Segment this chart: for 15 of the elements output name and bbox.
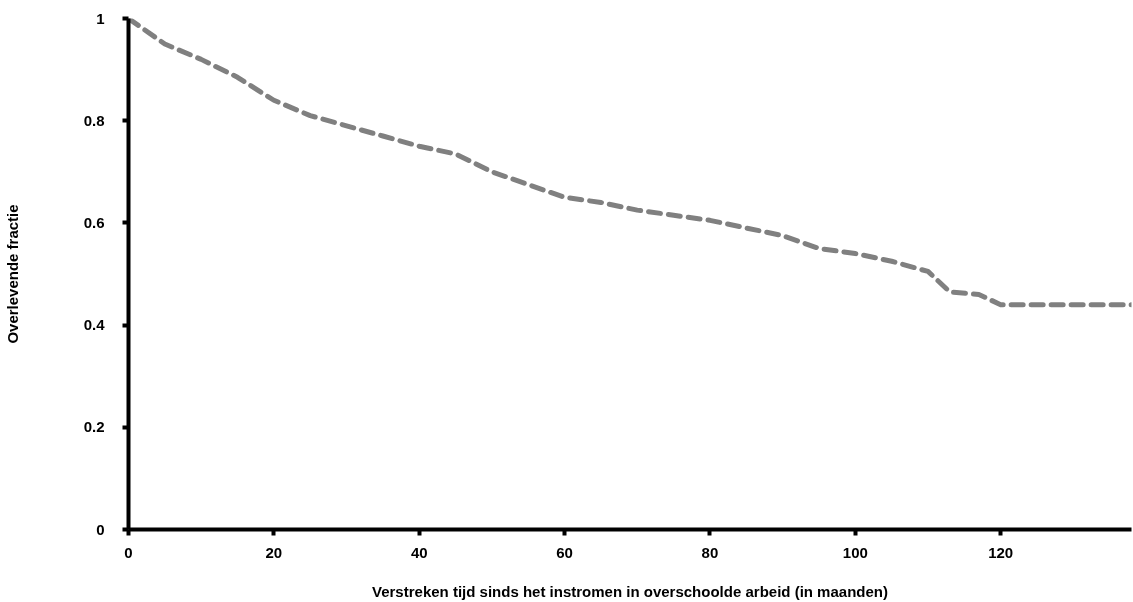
y-axis-title: Overlevende fractie	[3, 204, 21, 344]
x-tick-label: 120	[988, 543, 1014, 561]
x-tick-label: 20	[265, 543, 283, 561]
y-tick-label: 0	[96, 520, 105, 538]
y-tick-label: 1	[96, 9, 105, 27]
x-axis-title: Verstreken tijd sinds het instromen in overschoolde arbeid (in maanden)	[372, 582, 888, 600]
y-tick-label: 0.6	[83, 213, 105, 231]
x-tick-label: 40	[410, 543, 428, 561]
y-tick-label: 0.2	[83, 418, 105, 436]
y-tick-label: 0.4	[83, 316, 106, 334]
x-tick-label: 0	[124, 543, 133, 561]
x-tick-label: 100	[842, 543, 868, 561]
x-tick-label: 80	[701, 543, 719, 561]
x-tick-label: 60	[556, 543, 573, 561]
y-tick-label: 0.8	[83, 111, 105, 129]
